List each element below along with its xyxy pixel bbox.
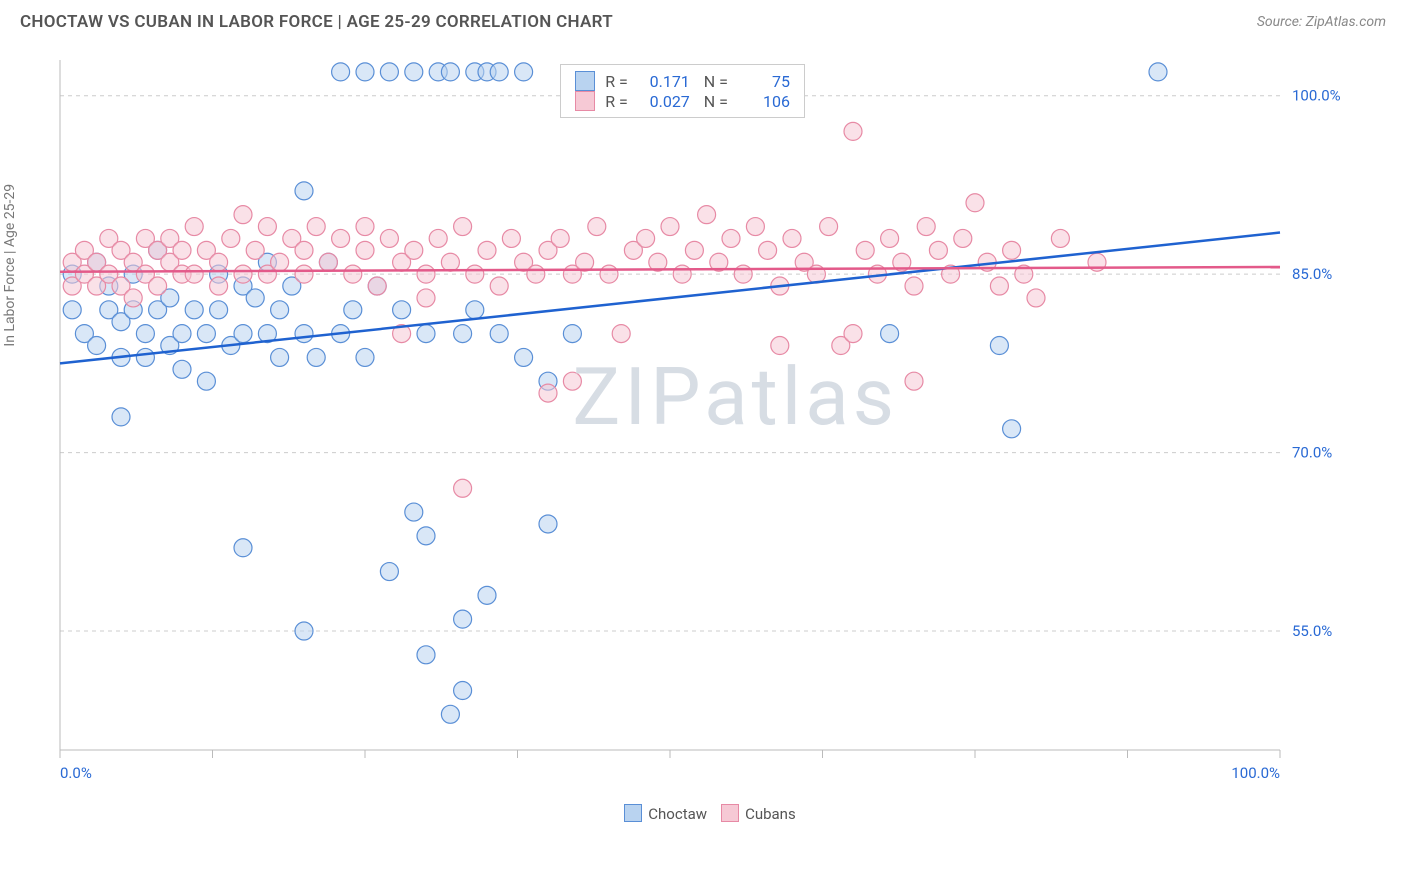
legend-row: R =0.027 N =106 [575, 91, 790, 111]
source-attribution: Source: ZipAtlas.com [1257, 14, 1386, 30]
scatter-chart: 55.0% 70.0% 85.0% 100.0% 0.0% 100.0% [20, 40, 1360, 800]
chart-header: CHOCTAW VS CUBAN IN LABOR FORCE | AGE 25… [0, 0, 1406, 40]
y-axis-label: In Labor Force | Age 25-29 [2, 184, 18, 347]
correlation-legend: R =0.171 N =75R =0.027 N =106 [560, 64, 805, 118]
series-legend: Choctaw Cubans [0, 804, 1406, 823]
legend-label: Cubans [745, 805, 796, 823]
chart-container: In Labor Force | Age 25-29 55.0%70.0%85.… [20, 40, 1386, 800]
svg-text:100.0%: 100.0% [1231, 764, 1280, 782]
legend-swatch [721, 804, 739, 822]
chart-title: CHOCTAW VS CUBAN IN LABOR FORCE | AGE 25… [20, 12, 613, 32]
svg-text:55.0%: 55.0% [1292, 622, 1332, 640]
svg-text:85.0%: 85.0% [1292, 265, 1332, 283]
legend-label: Choctaw [648, 805, 707, 823]
svg-text:100.0%: 100.0% [1292, 87, 1341, 105]
legend-swatch [624, 804, 642, 822]
svg-text:0.0%: 0.0% [60, 764, 92, 782]
svg-text:70.0%: 70.0% [1292, 444, 1332, 462]
legend-row: R =0.171 N =75 [575, 71, 790, 91]
